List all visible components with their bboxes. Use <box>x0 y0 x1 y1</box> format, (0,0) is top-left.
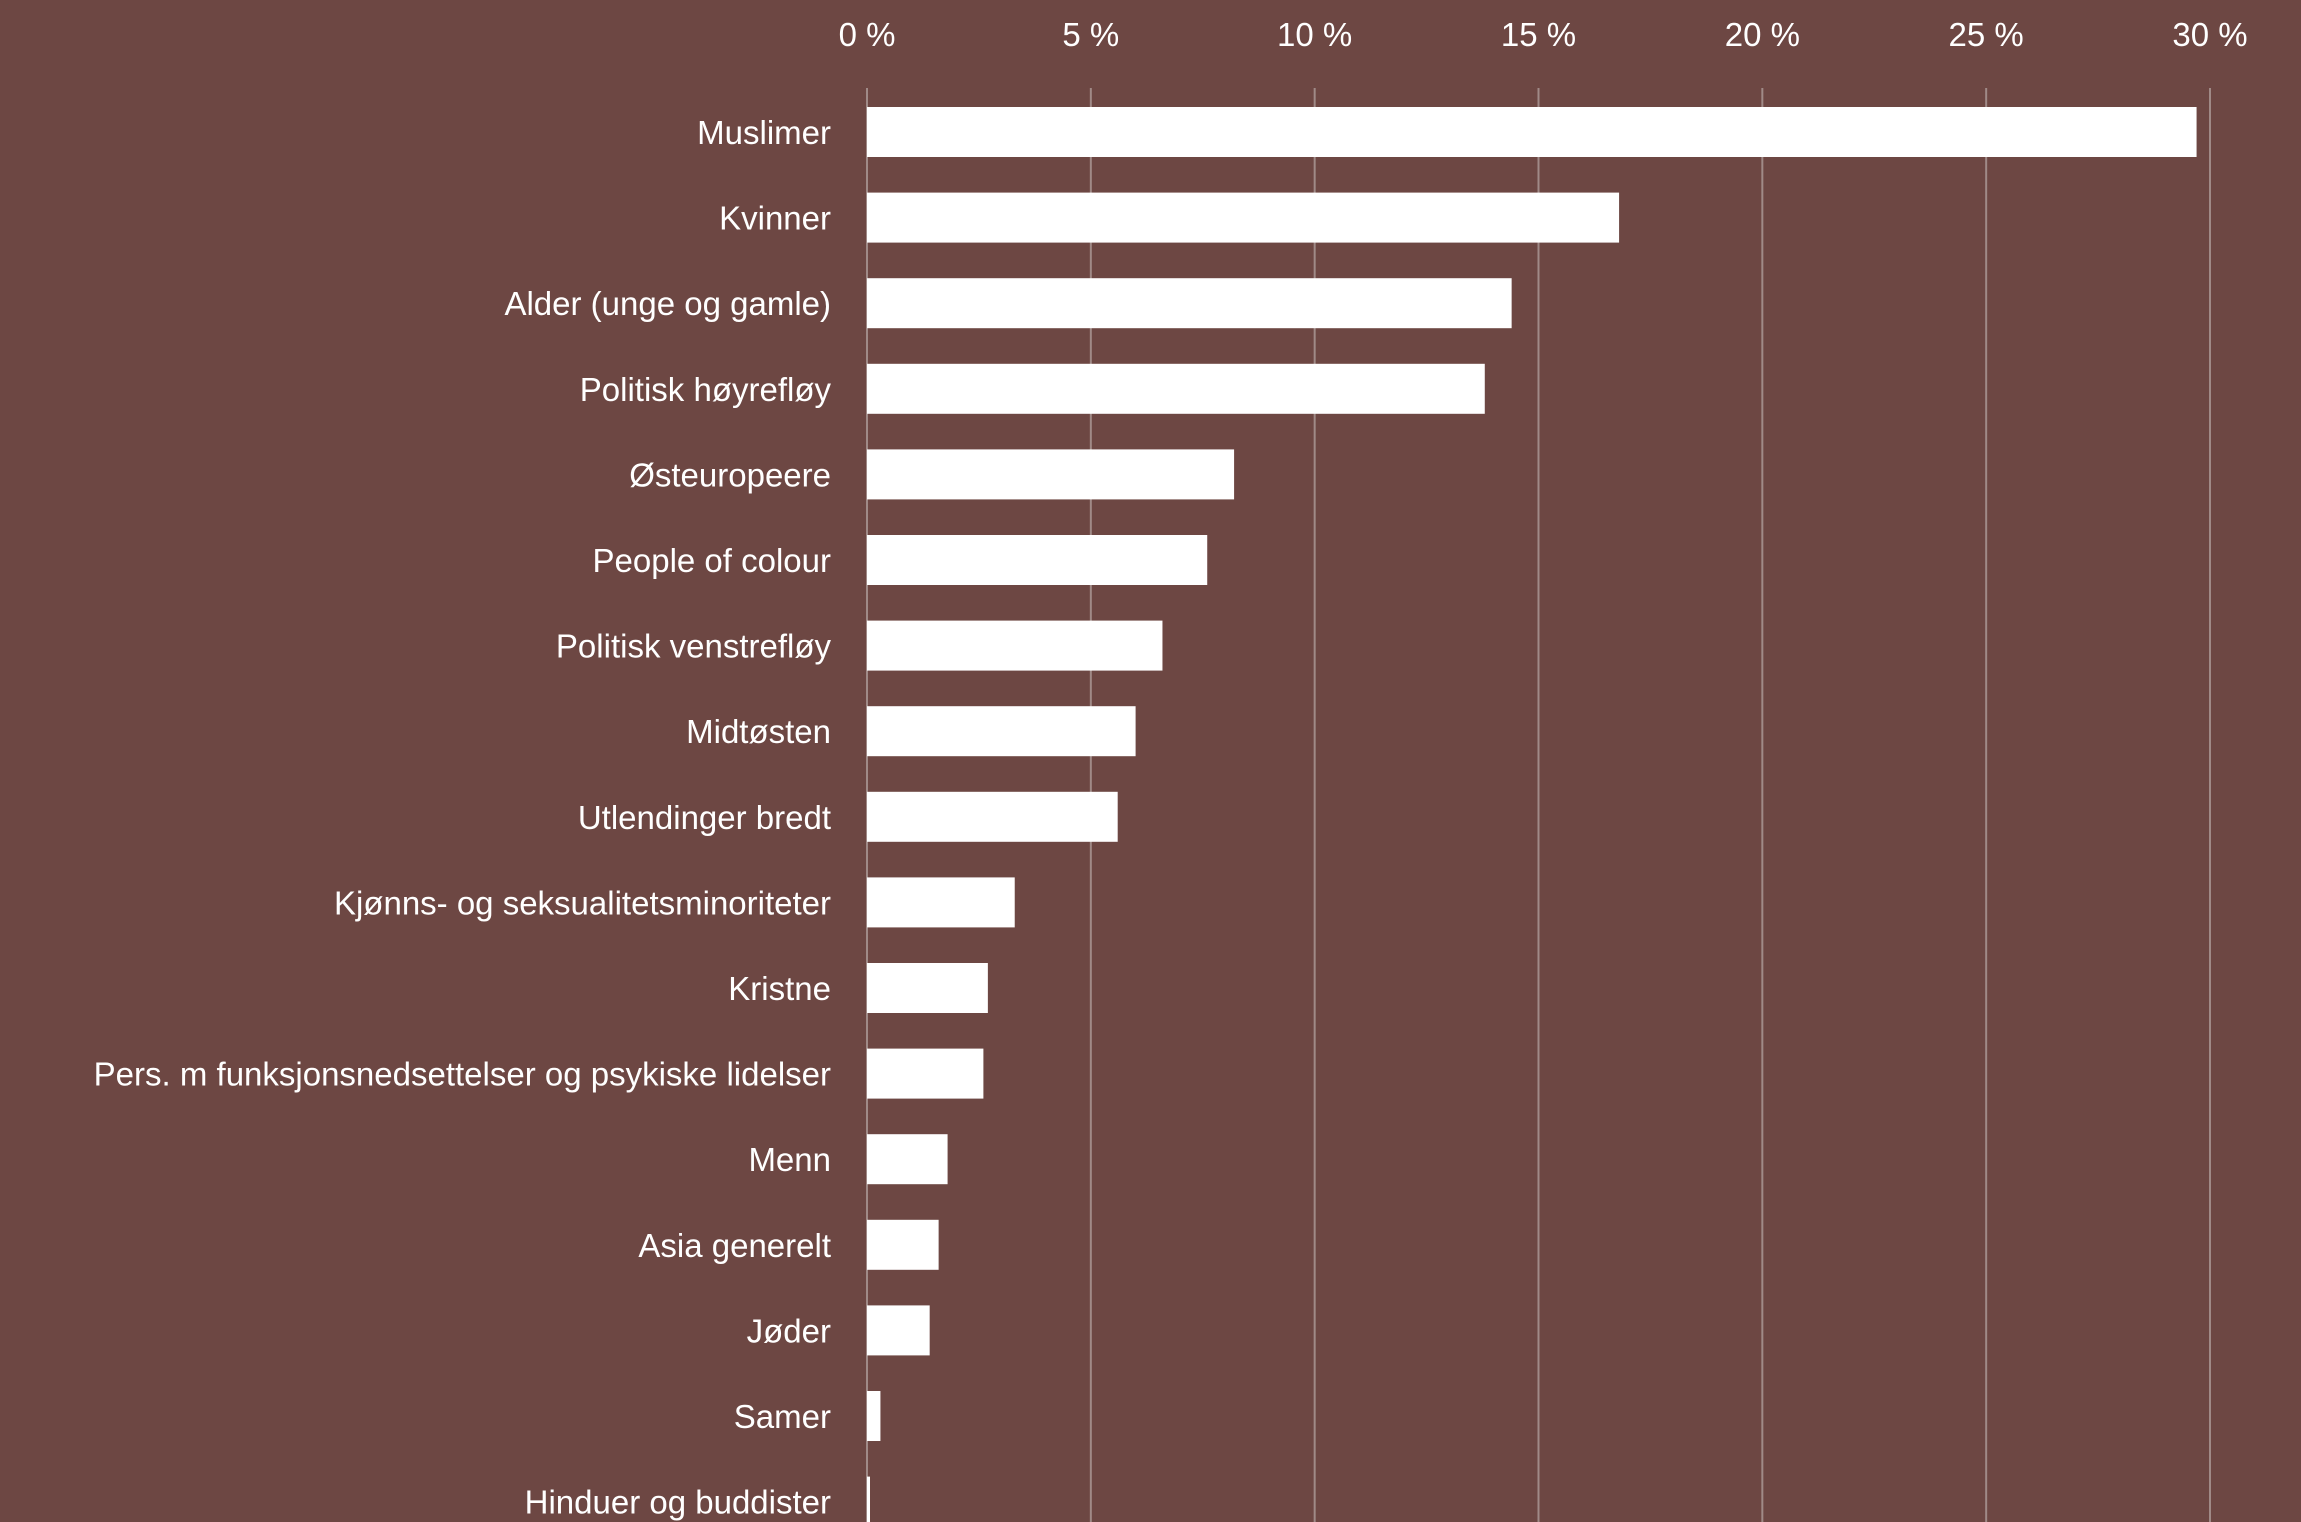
x-tick-label: 30 % <box>2172 16 2247 53</box>
x-tick-label: 20 % <box>1725 16 1800 53</box>
x-tick-label: 25 % <box>1949 16 2024 53</box>
bar <box>867 535 1208 585</box>
category-label: Jøder <box>747 1312 831 1349</box>
bar <box>867 278 1512 329</box>
bar <box>867 1476 870 1522</box>
category-label: Politisk venstrefløy <box>556 628 832 665</box>
bar <box>867 620 1163 671</box>
bar <box>867 963 988 1013</box>
category-label: Utlendinger bredt <box>578 799 831 836</box>
x-tick-label: 10 % <box>1277 16 1352 53</box>
category-label: Politisk høyrefløy <box>580 371 832 408</box>
category-label: People of colour <box>593 542 832 579</box>
bar <box>867 107 2197 157</box>
bar <box>867 1391 881 1441</box>
bars <box>867 107 2197 1522</box>
category-label: Asia generelt <box>638 1227 831 1264</box>
bar <box>867 791 1118 842</box>
bar <box>867 1134 948 1185</box>
category-label: Østeuropeere <box>629 456 831 493</box>
category-label: Midtøsten <box>686 713 831 750</box>
category-label: Kjønns- og seksualitetsminoriteter <box>334 884 831 921</box>
category-label: Muslimer <box>697 114 831 151</box>
bar <box>867 1048 984 1099</box>
category-labels: Muslimer Kvinner Alder (unge og gamle) Poli… <box>94 114 832 1521</box>
category-label: Kvinner <box>719 200 831 237</box>
bar <box>867 449 1235 500</box>
category-label: Pers. m funksjonsnedsettelser og psykisk… <box>94 1056 831 1093</box>
bar <box>867 877 1015 928</box>
bar <box>867 363 1485 414</box>
bar <box>867 706 1136 757</box>
category-label: Hinduer og buddister <box>525 1484 831 1521</box>
category-label: Alder (unge og gamle) <box>504 285 831 322</box>
category-label: Kristne <box>728 970 831 1007</box>
category-label: Samer <box>734 1398 831 1435</box>
x-tick-label: 15 % <box>1501 16 1576 53</box>
x-axis-tick-labels: 0 % 5 % 10 % 15 % 20 % 25 % 30 % <box>839 16 2248 53</box>
bar <box>867 1305 930 1356</box>
x-tick-label: 0 % <box>839 16 896 53</box>
x-tick-label: 5 % <box>1062 16 1119 53</box>
bar <box>867 192 1620 243</box>
category-label: Menn <box>748 1141 831 1178</box>
bar <box>867 1219 939 1270</box>
